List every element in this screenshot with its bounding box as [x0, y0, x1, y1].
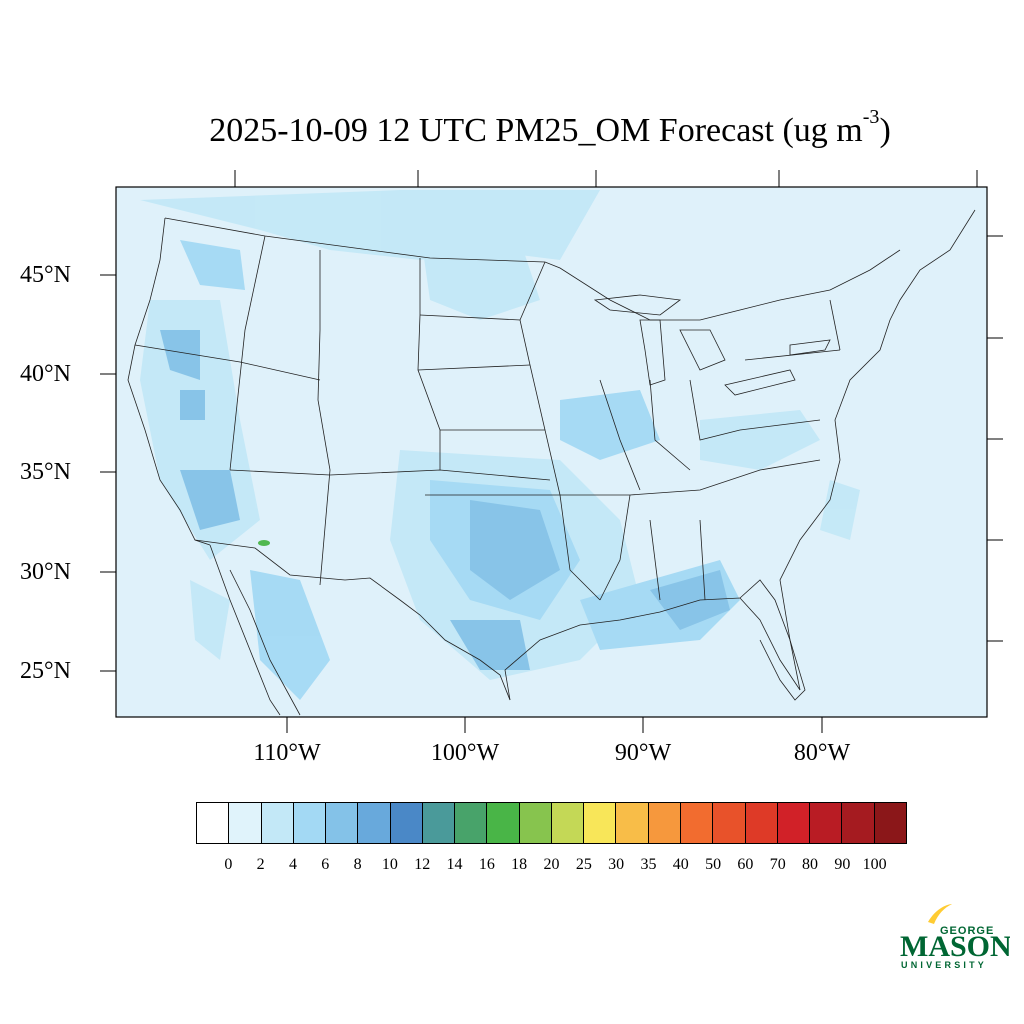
colorbar-swatch: [293, 803, 327, 843]
colorbar-label: 10: [381, 856, 398, 873]
title-text: 2025-10-09 12 UTC PM25_OM Forecast (ug m: [209, 112, 863, 149]
right-ticks: [987, 235, 1003, 642]
colorbar-swatch: [842, 803, 875, 843]
colorbar-swatch: [874, 803, 906, 843]
colorbar-label: 16: [478, 856, 495, 873]
lon-label-80: 80°W: [793, 740, 851, 766]
colorbar-swatch: [616, 803, 649, 843]
colorbar-swatch: [680, 803, 714, 843]
lon-label-110: 110°W: [253, 740, 321, 766]
colorbar-label: 30: [608, 856, 625, 873]
colorbar-label: 90: [834, 856, 851, 873]
lat-label-25: 25°N: [20, 658, 71, 684]
colorbar-swatch: [713, 803, 746, 843]
colorbar-label: 2: [256, 856, 265, 873]
colorbar-swatch: [390, 803, 423, 843]
colorbar-swatch: [358, 803, 391, 843]
colorbar-label: 70: [769, 856, 786, 873]
colorbar-label: 40: [672, 856, 689, 873]
colorbar-swatch: [648, 803, 681, 843]
gmu-logo: GEORGE MASON UNIVERSITY: [900, 900, 1012, 970]
colorbar-label: 18: [511, 856, 528, 873]
colorbar-label: 35: [640, 856, 657, 873]
svg-text:UNIVERSITY: UNIVERSITY: [901, 960, 987, 970]
colorbar-swatch: [229, 803, 262, 843]
colorbar-label: 100: [862, 856, 887, 873]
colorbar-label: 0: [224, 856, 233, 873]
colorbar-swatch: [487, 803, 520, 843]
colorbar-swatch: [777, 803, 811, 843]
colorbar-label: 6: [321, 856, 330, 873]
colorbar-swatch: [519, 803, 552, 843]
colorbar-swatch: [584, 803, 617, 843]
left-ticks: [100, 274, 116, 672]
lat-label-40: 40°N: [20, 361, 71, 387]
svg-text:GEORGE: GEORGE: [940, 925, 994, 937]
colorbar-label: 50: [705, 856, 722, 873]
colorbar-label: 25: [575, 856, 592, 873]
map-title: 2025-10-09 12 UTC PM25_OM Forecast (ug m…: [0, 106, 1024, 150]
colorbar-swatch: [326, 803, 359, 843]
colorbar-label: 8: [353, 856, 362, 873]
lat-label-35: 35°N: [20, 459, 71, 485]
colorbar-swatch: [551, 803, 585, 843]
colorbar-swatch: [810, 803, 843, 843]
colorbar-swatch: [455, 803, 488, 843]
colorbar-label: 12: [414, 856, 431, 873]
gmu-logo-mark: GEORGE MASON UNIVERSITY: [900, 904, 1012, 970]
colorbar-swatch: [261, 803, 294, 843]
lat-label-45: 45°N: [20, 262, 71, 288]
lon-label-100: 100°W: [430, 740, 500, 766]
boundaries: [127, 209, 976, 716]
lon-label-90: 90°W: [614, 740, 672, 766]
colorbar-label: 80: [802, 856, 819, 873]
title-superscript: -3: [862, 106, 880, 128]
colorbar-label: 14: [446, 856, 463, 873]
bottom-ticks: [286, 717, 823, 733]
colorbar-label: 20: [543, 856, 560, 873]
colorbar-swatch: [197, 803, 230, 843]
colorbar-swatch: [745, 803, 778, 843]
colorbar-label: 4: [288, 856, 297, 873]
top-ticks: [234, 170, 978, 187]
svg-text:MASON: MASON: [900, 930, 1010, 963]
colorbar: [196, 802, 907, 844]
title-close: ): [879, 112, 891, 149]
colorbar-swatch: [422, 803, 456, 843]
colorbar-label: 60: [737, 856, 754, 873]
lat-label-30: 30°N: [20, 559, 71, 585]
